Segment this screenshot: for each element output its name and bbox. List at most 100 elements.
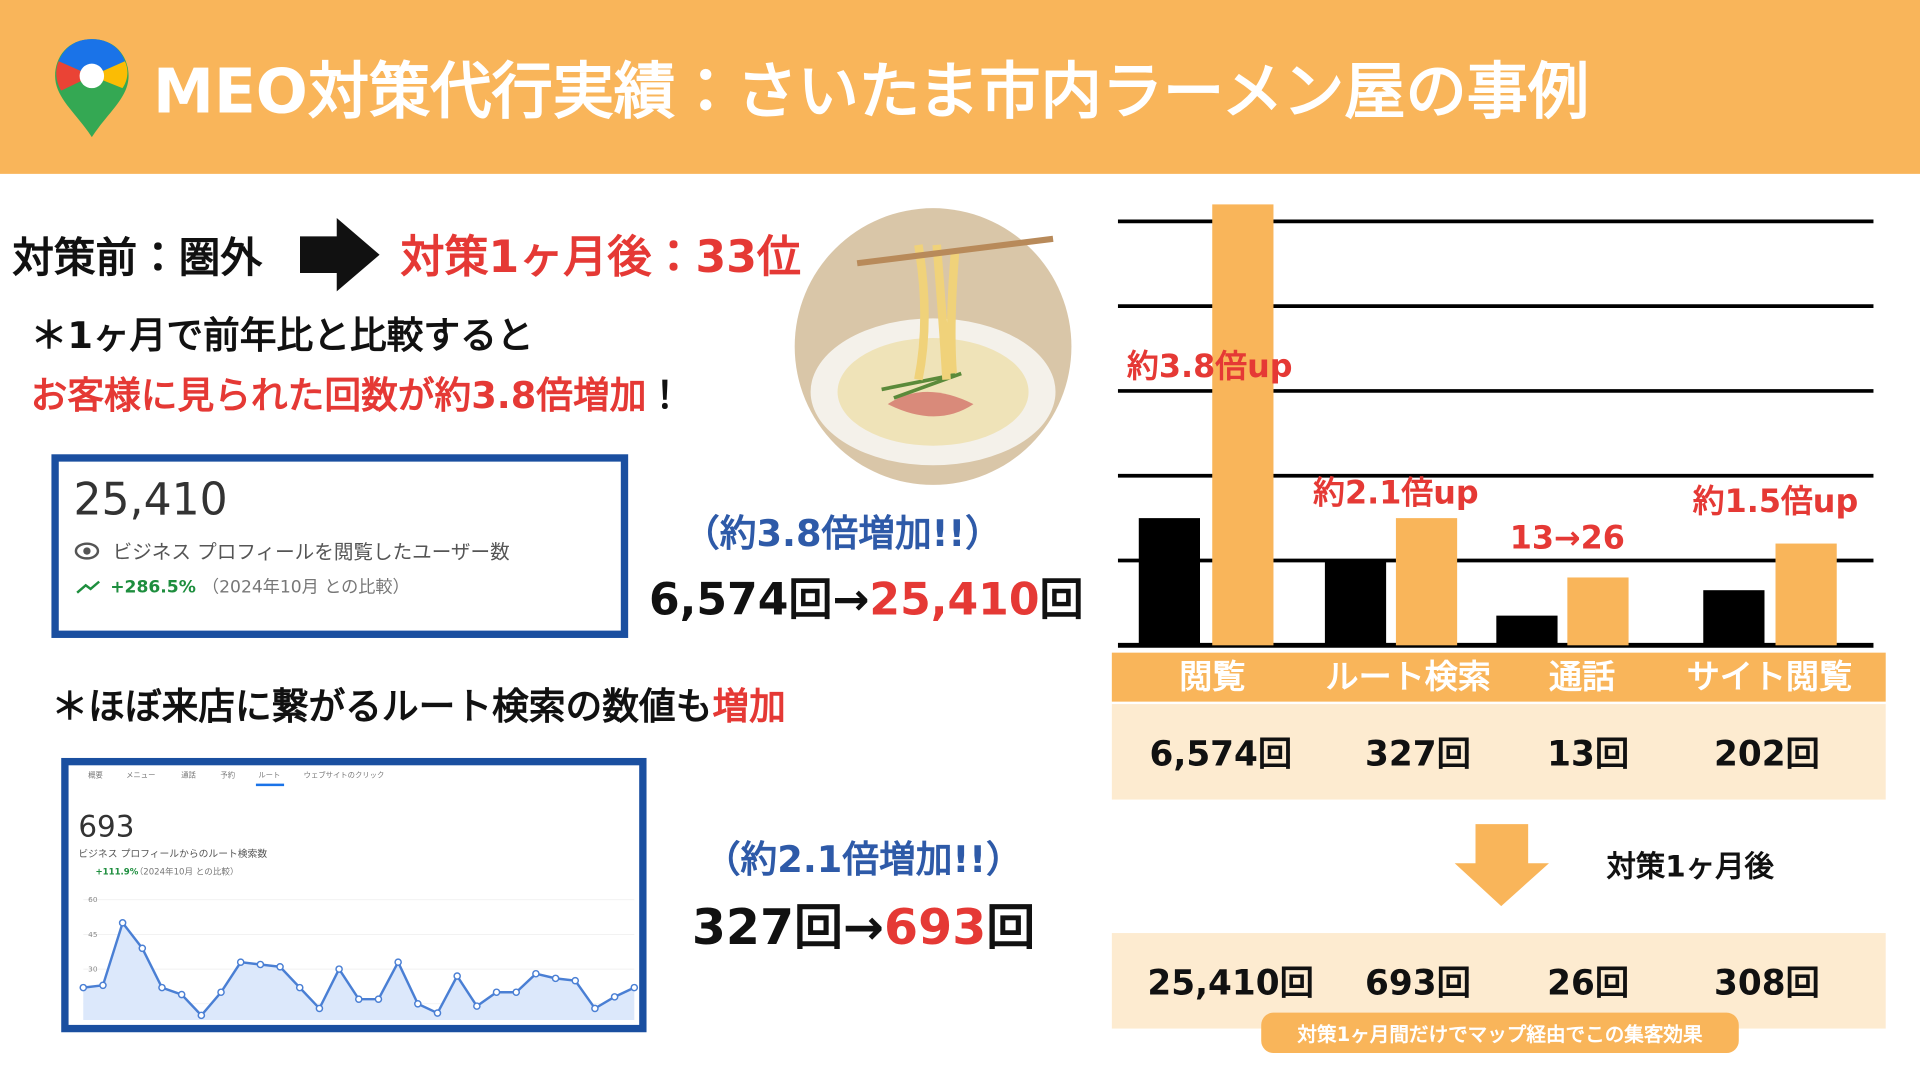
- before-row: [1111, 704, 1886, 800]
- rank-before: 対策前：圏外: [12, 233, 263, 282]
- category-label: 通話: [1549, 657, 1615, 696]
- arrow: [300, 217, 380, 292]
- after: 693: [884, 899, 986, 956]
- before: 6,574回→: [649, 575, 869, 626]
- point: [158, 983, 166, 992]
- y-tick-label: 60: [88, 895, 98, 904]
- point: [177, 990, 186, 999]
- ramen-photo: [794, 208, 1072, 485]
- after: 25,410: [869, 575, 1039, 626]
- point: [492, 988, 501, 997]
- point: [354, 995, 363, 1003]
- table-value: 202回: [1714, 734, 1820, 774]
- point: [551, 974, 560, 983]
- title: MEO対策代行実績：さいたま市内ラーメン屋の事例: [153, 57, 1589, 128]
- table-value: 13回: [1547, 734, 1629, 774]
- card: [51, 454, 629, 638]
- table-value: 693回: [1365, 963, 1471, 1003]
- card-compare: （2024年10月 との比較）: [135, 865, 239, 877]
- table-value: 327回: [1365, 734, 1471, 774]
- point: [335, 965, 343, 973]
- point: [394, 958, 402, 966]
- table-value: 6,574回: [1149, 734, 1292, 774]
- point: [374, 995, 383, 1003]
- point: [295, 983, 304, 992]
- point: [315, 1004, 324, 1013]
- eye-icon: [74, 542, 100, 560]
- tab: ウェブサイトのクリック: [304, 771, 385, 780]
- point: [512, 988, 521, 997]
- bar: [1567, 577, 1629, 646]
- category-band: [1111, 652, 1886, 702]
- card-value: 25,410: [73, 474, 227, 525]
- route-lead: ＊ほぼ来店に繋がるルート検索の数値も増加: [51, 685, 785, 728]
- point: [610, 993, 619, 1001]
- point: [79, 983, 88, 992]
- rank-after: 対策1ヶ月後：33位: [400, 232, 801, 283]
- result: 327回→693回: [692, 899, 1035, 956]
- point: [532, 969, 540, 978]
- point: [99, 981, 107, 990]
- y-tick-label: 30: [88, 965, 98, 974]
- result-note: （約3.8倍増加!!）: [683, 512, 1002, 555]
- point: [256, 960, 265, 969]
- point: [217, 988, 225, 997]
- mark: ！: [646, 374, 683, 417]
- point: [630, 983, 639, 992]
- point: [276, 963, 284, 971]
- point: [138, 944, 147, 953]
- bar: [1138, 518, 1200, 646]
- table-value: 308回: [1714, 963, 1820, 1003]
- point: [118, 919, 127, 927]
- bar: [1212, 204, 1274, 646]
- category-label: サイト閲覧: [1687, 657, 1852, 696]
- tab: ルート: [258, 771, 280, 780]
- caption-pill: [1261, 1012, 1739, 1054]
- annotation: 約1.5倍up: [1693, 482, 1858, 520]
- card-change: +286.5%: [110, 578, 196, 598]
- before: 327回→: [692, 899, 884, 956]
- annotation: 約2.1倍up: [1313, 473, 1478, 511]
- lead: ＊1ヶ月で前年比と比較すると: [31, 314, 534, 357]
- card-change: +111.9%: [96, 867, 139, 877]
- lead-highlight: お客様に見られた回数が約3.8倍増加！: [31, 374, 684, 417]
- tab: メニュー: [126, 771, 155, 780]
- y-tick-label: 45: [88, 930, 98, 939]
- card-compare: （2024年10月 との比較）: [202, 578, 410, 598]
- result-note: （約2.1倍増加!!）: [704, 838, 1023, 881]
- bar: [1775, 543, 1837, 646]
- text: ＊ほぼ来店に繋がるルート検索の数値も: [51, 685, 712, 728]
- bar: [1703, 590, 1765, 646]
- annotation: 約3.8倍up: [1127, 347, 1292, 385]
- category-label: ルート検索: [1326, 657, 1491, 696]
- highlight: 増加: [712, 685, 785, 728]
- category-label: 閲覧: [1179, 657, 1245, 696]
- card-value: 693: [78, 809, 134, 843]
- card-label: ビジネス プロフィールを閲覧したユーザー数: [113, 540, 510, 563]
- tab: 概要: [88, 771, 103, 780]
- highlight: お客様に見られた回数が約3.8倍増加: [31, 374, 647, 417]
- point: [433, 1009, 442, 1017]
- after-label: 対策1ヶ月後: [1607, 850, 1775, 884]
- point: [473, 1002, 481, 1010]
- map-pin: [55, 39, 129, 138]
- down-arrow: [1454, 824, 1549, 907]
- table-value: 26回: [1547, 963, 1629, 1003]
- header-band: [0, 0, 1920, 174]
- unit: 回: [1040, 575, 1084, 626]
- result: 6,574回→25,410回: [649, 575, 1084, 626]
- point: [571, 976, 580, 985]
- bar: [1324, 560, 1387, 646]
- bar: [1496, 615, 1558, 646]
- unit: 回: [986, 899, 1035, 956]
- card-label: ビジネス プロフィールからのルート検索数: [78, 847, 267, 860]
- point: [591, 1004, 599, 1013]
- bar: [1395, 518, 1458, 646]
- tab: 通話: [181, 771, 196, 780]
- table-value: 25,410回: [1147, 963, 1314, 1003]
- annotation: 13→26: [1510, 519, 1625, 557]
- point: [453, 972, 461, 980]
- point: [414, 1000, 422, 1008]
